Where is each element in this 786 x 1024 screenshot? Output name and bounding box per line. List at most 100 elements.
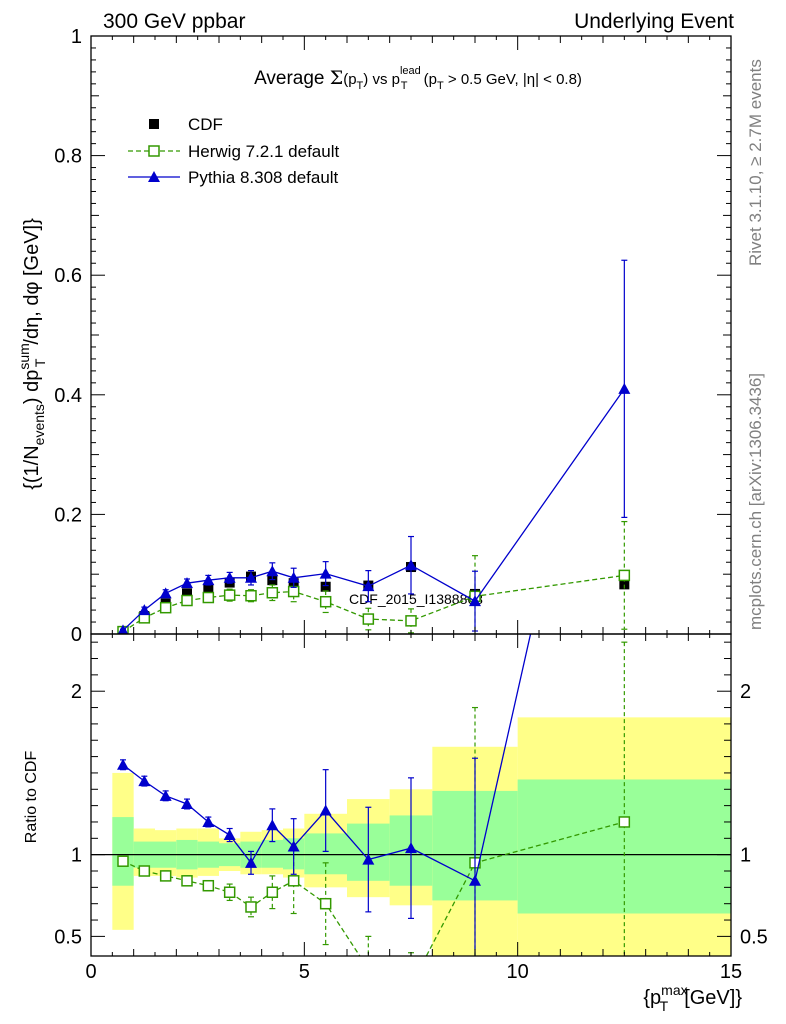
herwig-point <box>266 586 279 599</box>
herwig-ratio-point <box>363 964 373 974</box>
mcplots-label: mcplots.cern.ch [arXiv:1306.3436] <box>746 373 765 630</box>
x-tick-label: 0 <box>85 961 96 983</box>
herwig-point <box>181 594 193 607</box>
pythia-ratio-point <box>223 829 236 841</box>
title-pt-close: ) vs p <box>363 71 400 88</box>
main-y-tick-label: 0.4 <box>54 385 82 407</box>
legend-marker-cdf <box>149 119 159 129</box>
pythia-ratio-point <box>138 775 151 787</box>
pythia-ratio-point <box>202 815 215 827</box>
title-pt: (p <box>343 71 356 88</box>
herwig-ratio-point <box>202 879 215 892</box>
pythia-ratio-point <box>287 840 300 852</box>
x-tick-label: 5 <box>299 961 310 983</box>
x-tick-label: 10 <box>507 961 529 983</box>
title-cuts: (p <box>420 71 438 88</box>
cdf-point <box>203 583 214 594</box>
legend-marker-herwig <box>148 145 160 157</box>
rivet-label: Rivet 3.1.10, ≥ 2.7M events <box>746 59 765 266</box>
legend-label-cdf: CDF <box>188 115 223 134</box>
herwig-ratio-point <box>406 980 416 990</box>
title-lead-sub: T <box>401 80 408 92</box>
stat-uncertainty-band <box>261 839 283 868</box>
legend-label-herwig: Herwig 7.2.1 default <box>188 142 339 161</box>
ratio-y-tick-label-right: 0.5 <box>740 926 768 948</box>
ratio-y-tick-label-right: 1 <box>740 845 751 867</box>
legend-entry-herwig: Herwig 7.2.1 default <box>128 142 339 161</box>
herwig-ratio-point <box>319 897 332 910</box>
main-y-axis-label: {(1/Nevents) dpsumT/dη, dφ [GeV]} <box>16 218 48 490</box>
svg-text:{(1/Nevents) dpsumT/dη, dφ [Ge: {(1/Nevents) dpsumT/dη, dφ [GeV]} <box>16 218 48 490</box>
herwig-point <box>202 591 215 604</box>
herwig-ratio-point <box>223 886 236 899</box>
legend: CDF Herwig 7.2.1 default Pythia 8.308 defa… <box>128 115 339 187</box>
stat-uncertainty-band <box>112 817 134 886</box>
pythia-point <box>287 571 300 583</box>
header-right: Underlying Event <box>574 10 734 33</box>
herwig-point <box>618 569 631 582</box>
main-y-tick-label: 0.8 <box>54 146 82 168</box>
series-herwig <box>117 520 631 634</box>
pythia-ratio-point <box>266 819 279 831</box>
pythia-ratio-point <box>159 789 172 801</box>
herwig-ratio-point <box>117 855 129 867</box>
series-pythia <box>117 259 631 634</box>
pythia-point <box>202 574 215 586</box>
herwig-ratio-point <box>266 886 279 899</box>
x-axis-label: {pmax T [GeV]} <box>643 982 742 1014</box>
herwig-point <box>405 615 417 627</box>
pythia-point <box>138 604 151 616</box>
pythia-point <box>618 382 631 394</box>
axes: 0 5 10 15 0 0.2 0.4 0.6 0.8 1 0.5 0.5 1 1 2 2 <box>54 26 768 983</box>
herwig-point <box>223 589 236 601</box>
herwig-ratio-point <box>245 901 257 913</box>
herwig-ratio-point <box>181 875 193 887</box>
pythia-ratio-point <box>405 842 417 854</box>
main-series-layer <box>117 259 631 634</box>
header-left: 300 GeV ppbar <box>103 10 245 33</box>
pythia-point <box>245 571 257 583</box>
pythia-point <box>362 580 375 592</box>
pythia-point <box>181 577 193 589</box>
herwig-ratio-point <box>618 816 631 828</box>
ratio-bands <box>112 717 731 956</box>
herwig-point <box>159 601 172 614</box>
watermark: CDF_2015_I1388868 <box>349 591 483 607</box>
ratio-series-layer <box>117 211 631 990</box>
ratio-series-herwig <box>117 641 631 990</box>
chart-title: Average Σ(pT) vs plead T (pT > 0.5 GeV, |… <box>254 65 582 92</box>
title-cut-rest: > 0.5 GeV, |η| < 0.8) <box>444 71 582 88</box>
herwig-ratio-point <box>138 865 151 877</box>
pythia-line <box>122 388 625 631</box>
pythia-point <box>266 565 279 577</box>
title-average: Average <box>254 68 330 89</box>
pythia-ratio-point <box>245 856 257 868</box>
herwig-point <box>362 613 375 625</box>
pythia-point <box>223 571 236 583</box>
ratio-y-tick-label: 2 <box>71 681 82 703</box>
cdf-point <box>182 588 192 599</box>
cdf-point <box>619 579 630 590</box>
pythia-point <box>405 559 417 571</box>
title-sigma: Σ <box>330 67 343 89</box>
legend-marker-pythia <box>148 171 160 182</box>
ratio-y-tick-label: 0.5 <box>54 926 82 948</box>
ratio-y-tick-label: 1 <box>71 845 82 867</box>
pythia-ratio-point <box>618 211 630 222</box>
herwig-point <box>287 585 300 598</box>
pythia-point <box>117 624 129 634</box>
herwig-ratio-point <box>159 870 172 882</box>
pythia-ratio-point <box>117 758 129 770</box>
pythia-point <box>159 587 172 599</box>
legend-label-pythia: Pythia 8.308 default <box>188 168 339 187</box>
title-lead-sup: lead <box>400 65 421 77</box>
pythia-ratio-point <box>181 797 193 809</box>
ratio-y-tick-label-right: 2 <box>740 681 751 703</box>
herwig-ratio-point <box>287 875 300 887</box>
pythia-ratio-point <box>469 874 481 886</box>
herwig-point <box>319 595 332 608</box>
legend-entry-pythia: Pythia 8.308 default <box>128 168 339 187</box>
pythia-point <box>319 567 332 579</box>
